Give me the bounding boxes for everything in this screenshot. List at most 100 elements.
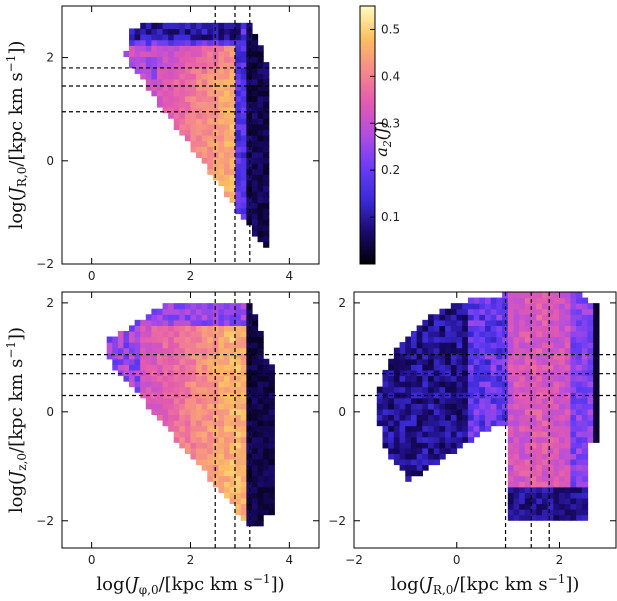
- heatmap-cell: [530, 314, 537, 321]
- heatmap-cell: [410, 403, 418, 410]
- heatmap-cell: [496, 297, 503, 304]
- heatmap-cell: [173, 358, 180, 365]
- heatmap-cell: [229, 436, 236, 443]
- heatmap-cell: [218, 342, 225, 349]
- heatmap-cell: [207, 118, 214, 125]
- heatmap-cell: [257, 330, 264, 338]
- heatmap-cell: [145, 78, 152, 86]
- heatmap-cell: [576, 353, 583, 360]
- heatmap-cell: [399, 458, 406, 466]
- heatmap-cell: [218, 174, 225, 181]
- heatmap-cell: [467, 392, 475, 399]
- heatmap-cell: [536, 381, 543, 388]
- heatmap-cell: [507, 514, 515, 521]
- y-tick-label: 0: [46, 154, 54, 168]
- heatmap-cell: [519, 314, 526, 321]
- heatmap-cell: [405, 403, 412, 410]
- heatmap-cell: [450, 319, 458, 326]
- heatmap-cell: [541, 442, 549, 449]
- heatmap-cell: [145, 353, 152, 360]
- heatmap-cell: [229, 319, 236, 326]
- heatmap-cell: [212, 314, 220, 321]
- heatmap-cell: [184, 347, 192, 354]
- heatmap-cell: [388, 386, 395, 393]
- heatmap-cell: [564, 408, 572, 416]
- heatmap-cell: [428, 397, 435, 404]
- heatmap-cell: [439, 342, 446, 349]
- heatmap-cell: [553, 436, 560, 443]
- heatmap-cell: [524, 358, 532, 365]
- heatmap-cell: [190, 129, 197, 136]
- heatmap-cell: [541, 319, 549, 326]
- heatmap-cell: [201, 325, 208, 332]
- heatmap-cell: [257, 364, 264, 371]
- heatmap-cell: [485, 375, 492, 382]
- heatmap-cell: [530, 397, 537, 404]
- heatmap-cell: [564, 292, 572, 299]
- heatmap-cell: [485, 364, 492, 371]
- heatmap-cell: [490, 330, 497, 338]
- heatmap-cell: [229, 325, 236, 332]
- heatmap-cell: [212, 447, 220, 454]
- heatmap-cell: [445, 364, 452, 371]
- heatmap-cell: [399, 358, 406, 365]
- heatmap-cell: [547, 358, 554, 365]
- heatmap-cell: [576, 319, 583, 326]
- heatmap-cell: [513, 336, 520, 343]
- heatmap-cell: [240, 503, 247, 510]
- heatmap-cell: [530, 514, 537, 521]
- heatmap-cell: [433, 458, 441, 466]
- heatmap-cell: [235, 347, 242, 354]
- heatmap-cell: [433, 392, 441, 399]
- heatmap-cell: [251, 403, 259, 410]
- heatmap-cell: [224, 56, 231, 63]
- heatmap-cell: [179, 353, 186, 360]
- heatmap-cell: [490, 314, 497, 321]
- heatmap-cell: [593, 308, 600, 315]
- heatmap-cell: [162, 364, 169, 371]
- heatmap-cell: [207, 146, 214, 153]
- heatmap-cell: [218, 163, 225, 170]
- colorbar-label: a2(J): [372, 121, 394, 156]
- heatmap-cell: [257, 185, 264, 192]
- heatmap-cell: [559, 364, 566, 371]
- heatmap-cell: [257, 179, 264, 187]
- heatmap-cell: [450, 353, 458, 360]
- heatmap-cell: [393, 403, 401, 410]
- heatmap-cell: [251, 56, 259, 63]
- heatmap-cell: [129, 50, 136, 58]
- heatmap-cell: [410, 425, 418, 432]
- heatmap-cell: [151, 386, 158, 393]
- heatmap-cell: [246, 56, 253, 63]
- heatmap-cell: [541, 464, 549, 471]
- heatmap-cell: [513, 403, 520, 410]
- heatmap-cell: [462, 408, 469, 416]
- heatmap-cell: [251, 319, 259, 326]
- heatmap-cell: [179, 67, 186, 74]
- heatmap-cell: [433, 431, 441, 438]
- heatmap-cell: [581, 325, 589, 332]
- heatmap-cell: [422, 414, 429, 421]
- heatmap-cell: [410, 386, 418, 393]
- heatmap-cell: [251, 151, 259, 159]
- heatmap-cell: [485, 330, 492, 338]
- heatmap-cell: [156, 330, 164, 338]
- heatmap-cell: [218, 358, 225, 365]
- heatmap-cell: [240, 196, 247, 203]
- heatmap-cell: [235, 146, 242, 153]
- heatmap-cell: [450, 364, 458, 371]
- heatmap-cell: [145, 336, 152, 343]
- heatmap-cell: [168, 112, 175, 119]
- heatmap-cell: [399, 375, 406, 382]
- heatmap-cell: [246, 503, 253, 510]
- heatmap-cell: [251, 414, 259, 421]
- heatmap-cell: [151, 28, 158, 35]
- heatmap-cell: [240, 118, 247, 125]
- heatmap-cell: [251, 470, 259, 477]
- heatmap-cell: [467, 353, 475, 360]
- heatmap-cell: [173, 95, 180, 102]
- heatmap-cell: [207, 78, 214, 86]
- heatmap-cell: [553, 408, 560, 416]
- heatmap-cell: [576, 308, 583, 315]
- heatmap-cell: [263, 436, 270, 443]
